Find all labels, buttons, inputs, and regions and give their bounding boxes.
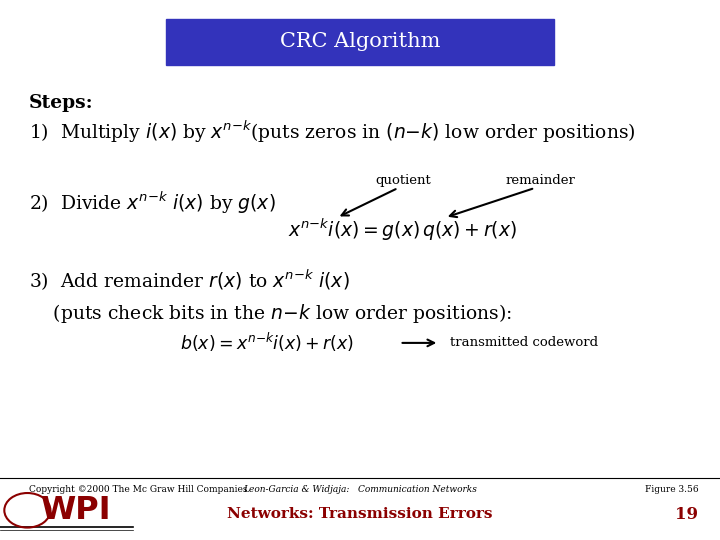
Text: Figure 3.56: Figure 3.56	[645, 485, 698, 494]
FancyBboxPatch shape	[166, 19, 554, 65]
Text: 1)  Multiply $\mathit{i(x)}$ by $x^{n\mathrm{-}k}$(puts zeros in $\mathit{(n\mat: 1) Multiply $\mathit{i(x)}$ by $x^{n\mat…	[29, 119, 636, 145]
Text: quotient: quotient	[375, 174, 431, 187]
Text: 2)  Divide $x^{n\mathrm{-}k}$ $\mathit{i(x)}$ by $\mathit{g(x)}$: 2) Divide $x^{n\mathrm{-}k}$ $\mathit{i(…	[29, 190, 276, 215]
Text: 3)  Add remainder $\mathit{r(x)}$ to $x^{n\mathrm{-}k}$ $\mathit{i(x)}$: 3) Add remainder $\mathit{r(x)}$ to $x^{…	[29, 268, 349, 293]
Text: Copyright ©2000 The Mc Graw Hill Companies: Copyright ©2000 The Mc Graw Hill Compani…	[29, 485, 247, 494]
Text: Steps:: Steps:	[29, 93, 94, 112]
Text: Networks: Transmission Errors: Networks: Transmission Errors	[228, 507, 492, 521]
Text: $x^{n\mathrm{-}k}i(x) = \mathit{g(x)}\,\mathit{q(x)} + \mathit{r(x)}$: $x^{n\mathrm{-}k}i(x) = \mathit{g(x)}\,\…	[288, 217, 517, 242]
Text: transmitted codeword: transmitted codeword	[450, 336, 598, 349]
Text: remainder: remainder	[505, 174, 575, 187]
Text: Leon-Garcia & Widjaja:   Communication Networks: Leon-Garcia & Widjaja: Communication Net…	[243, 485, 477, 494]
Text: CRC Algorithm: CRC Algorithm	[280, 32, 440, 51]
Text: $\mathit{b(x)} = x^{n\mathrm{-}k}\mathit{i(x)} + \mathit{r(x)}$: $\mathit{b(x)} = x^{n\mathrm{-}k}\mathit…	[180, 332, 354, 354]
Text: 19: 19	[675, 505, 698, 523]
Text: (puts check bits in the $\mathit{n\mathrm{-}k}$ low order positions):: (puts check bits in the $\mathit{n\mathr…	[29, 302, 512, 325]
Text: WPI: WPI	[40, 495, 111, 526]
